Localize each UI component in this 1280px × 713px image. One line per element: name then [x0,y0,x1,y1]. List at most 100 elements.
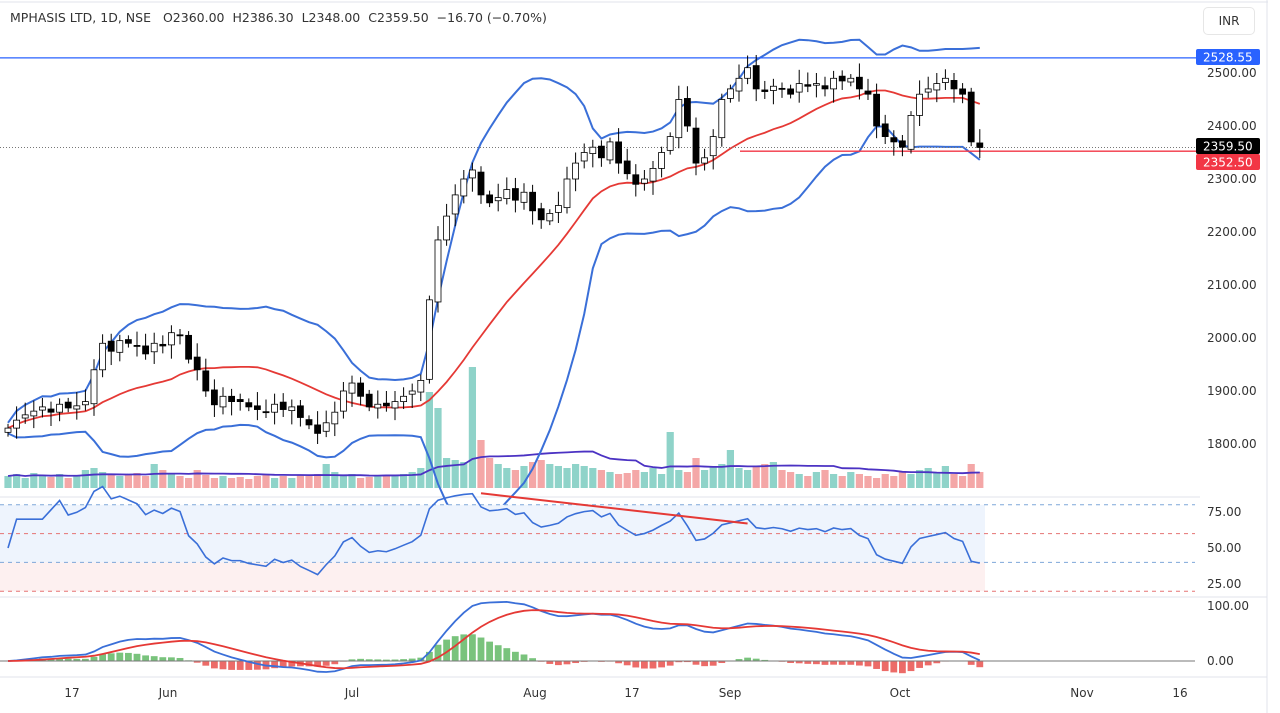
candle-body [856,76,863,90]
candle-body [580,152,588,162]
candle [529,184,536,225]
macd-histogram-bar [494,645,502,661]
rsi-oversold-fill [0,562,985,592]
candle-body [641,178,648,184]
volume-bar [520,466,528,488]
volume-bar [890,476,898,488]
candle [512,177,519,213]
currency-button[interactable]: INR [1203,7,1255,35]
candle [64,397,72,413]
macd-histogram-bar [744,657,751,661]
volume-bar [124,475,132,488]
candle [348,375,356,407]
close-value: C2359.50 [368,10,429,25]
volume-bar [701,470,709,488]
macd-histogram-bar [804,661,812,664]
macd-histogram-bar [451,636,459,661]
candle [486,190,494,208]
volume-bar [709,466,717,488]
candle [675,85,683,149]
macd-histogram-bar [933,661,941,664]
candle-body [709,136,717,157]
volume-bar [56,474,64,488]
candle [563,166,571,214]
time-tick-label: Jun [158,686,178,700]
candle [400,387,408,410]
candle [4,423,12,437]
candle-body [348,382,356,394]
candle-body [116,340,124,353]
candle [339,381,347,419]
macd-histogram-bar [692,661,700,665]
volume-bar [563,468,571,488]
candle [382,391,390,412]
volume-bar [236,477,244,488]
macd-histogram-bar [314,661,321,667]
volume-bar [941,466,949,488]
candle [942,69,949,90]
macd-histogram-bar [116,652,124,661]
candle-body [761,89,769,92]
candle-body [666,136,674,151]
candle [460,169,468,204]
candle-body [56,403,63,413]
macd-histogram-bar [529,658,536,661]
candle-body [512,188,519,201]
volume-bar [950,474,958,488]
candle [451,184,459,227]
time-tick-label: 17 [624,686,639,700]
volume-bar [804,476,812,488]
macd-histogram-bar [546,661,554,664]
macd-histogram-bar [408,658,416,661]
candle [417,374,425,402]
candle [279,393,287,417]
macd-histogram-bar [675,661,683,663]
macd-histogram-bar [142,655,149,661]
candle [288,399,296,425]
candle-body [520,191,528,203]
candle-body [314,424,322,434]
macd-histogram-bar [271,661,278,669]
candle [142,333,150,360]
candle-body [701,157,708,164]
candle [727,84,734,103]
candle-body [296,405,304,418]
candle-body [770,85,777,91]
candle-body [339,390,347,412]
macd-histogram-bar [374,659,382,661]
candle [589,139,597,168]
volume-bar [511,470,519,488]
candle [580,143,588,169]
candle-body [451,194,459,215]
candle [847,74,855,87]
volume-bar [288,478,296,488]
candle [856,63,863,100]
candle [615,128,622,174]
candle [253,392,261,421]
macd-histogram-bar [555,661,562,666]
candle-body [322,422,330,432]
volume-bar [460,462,468,488]
volume-bar [597,470,605,488]
macd-histogram-bar [632,661,640,668]
candle-body [125,339,132,344]
candle-body [425,299,433,380]
candle [770,78,777,105]
candle [47,401,55,426]
candle-body [468,169,476,179]
volume-bar [967,464,975,488]
macd-histogram-bar [168,657,175,661]
macd-histogram-bar [47,658,55,661]
volume-bar [907,474,915,488]
candle [830,70,837,103]
volume-bar [898,472,906,488]
candle [735,64,743,102]
candle [468,162,476,192]
macd-histogram-bar [400,659,407,661]
macd-histogram-bar [899,661,906,674]
candle-body [107,340,115,352]
macd-histogram-bar [365,659,373,661]
macd-histogram-bar [512,651,519,661]
macd-histogram-bar [56,658,63,661]
